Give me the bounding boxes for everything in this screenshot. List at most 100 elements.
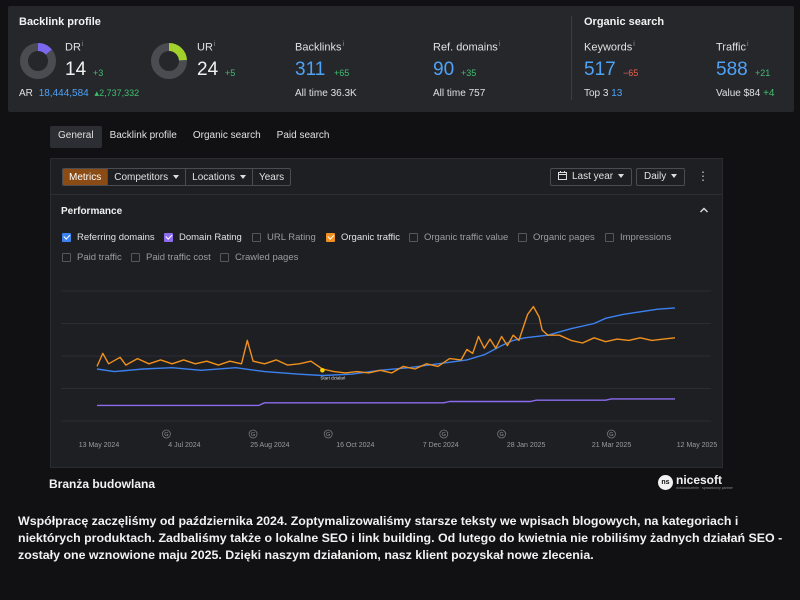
checkbox-paid-traffic[interactable]: Paid traffic [62, 251, 122, 263]
checkbox-empty-icon [220, 252, 229, 262]
stats-panel: Backlink profile Organic search DRi 14 +… [8, 6, 794, 112]
ref-domains-label[interactable]: Ref. domainsi [433, 41, 501, 54]
chevron-up-icon[interactable] [699, 205, 709, 215]
checkbox-url-rating[interactable]: URL Rating [252, 231, 316, 243]
checkbox-paid-traffic-cost[interactable]: Paid traffic cost [131, 251, 211, 263]
backlinks-value[interactable]: 311 [295, 59, 326, 80]
traffic-value[interactable]: 588 [716, 59, 748, 80]
backlinks-delta: +65 [334, 68, 350, 78]
dr-delta: +3 [93, 68, 104, 78]
traffic-value-row: Value $84 +4 [716, 88, 775, 99]
info-icon[interactable]: i [81, 41, 84, 48]
checkbox-empty-icon [62, 252, 71, 262]
info-icon[interactable]: i [213, 41, 216, 48]
ur-label[interactable]: URi [197, 41, 216, 54]
ar-value: 18,444,584 [38, 88, 89, 99]
backlinks-alltime: All time 36.3K [295, 88, 357, 99]
google-update-label: G [442, 432, 446, 438]
keywords-top3: Top 3 13 [584, 88, 623, 99]
years-button[interactable]: Years [258, 172, 285, 183]
traffic-delta: +21 [755, 68, 771, 78]
info-icon[interactable]: i [633, 41, 635, 48]
ref-domains-value[interactable]: 90 [433, 59, 455, 80]
keywords-value[interactable]: 517 [584, 59, 616, 80]
google-update-marker [439, 429, 449, 439]
tab-backlink-profile[interactable]: Backlink profile [109, 130, 177, 141]
organic-search-title: Organic search [584, 16, 665, 28]
x-tick-label: 28 Jan 2025 [507, 442, 546, 449]
traffic-label[interactable]: Traffici [716, 41, 749, 54]
google-update-marker [323, 429, 333, 439]
tab-paid-search[interactable]: Paid search [276, 130, 330, 141]
checkbox-empty-icon [409, 232, 418, 242]
checkbox-organic-pages[interactable]: Organic pages [518, 231, 595, 243]
x-tick-label: 7 Dec 2024 [423, 442, 459, 449]
backlinks-label[interactable]: Backlinksi [295, 41, 345, 54]
performance-title: Performance [61, 206, 123, 217]
checkbox-domain-rating[interactable]: Domain Rating [164, 231, 242, 243]
x-tick-label: 25 Aug 2024 [250, 442, 289, 449]
checkbox-organic-traffic-value[interactable]: Organic traffic value [409, 231, 508, 243]
ur-value: 24 [197, 59, 219, 80]
metrics-button[interactable]: Metrics [63, 169, 109, 185]
locations-dropdown[interactable]: Locations [186, 169, 253, 185]
arrow-up-icon: ▴ [94, 88, 100, 98]
checkbox-checked-icon [164, 232, 173, 242]
checkbox-referring-domains[interactable]: Referring domains [62, 231, 155, 243]
industry-caption: Branża budowlana [49, 477, 156, 491]
interval-dropdown[interactable]: Daily [636, 168, 686, 186]
info-icon[interactable]: i [342, 41, 345, 48]
google-update-label: G [609, 432, 613, 438]
google-update-label: G [326, 432, 330, 438]
performance-chart[interactable]: Start działań G G G G G G 13 May 2024 4 Jul 2024… [51, 159, 722, 467]
checkbox-organic-traffic[interactable]: Organic traffic [326, 231, 400, 243]
keywords-delta: −65 [623, 68, 639, 78]
chevron-down-icon [671, 174, 678, 179]
chevron-down-icon [618, 174, 625, 179]
checkbox-crawled-pages[interactable]: Crawled pages [220, 251, 298, 263]
google-update-marker [248, 429, 258, 439]
chevron-down-icon [173, 175, 180, 180]
tab-general[interactable]: General [50, 126, 102, 148]
chevron-down-icon [239, 175, 246, 180]
annotation-label: Start działań [320, 375, 346, 380]
logo-mark: ns [658, 475, 673, 490]
ar-label: AR [19, 88, 33, 99]
x-tick-label: 16 Oct 2024 [336, 442, 374, 449]
checkbox-empty-icon [131, 252, 140, 262]
period-dropdown[interactable]: Last year [550, 168, 633, 186]
case-description: Współpracę zaczęliśmy od października 20… [18, 514, 783, 562]
x-tick-label: 12 May 2025 [677, 442, 718, 449]
report-tabs: General Backlink profile Organic search … [50, 126, 337, 148]
checkbox-impressions[interactable]: Impressions [605, 231, 671, 243]
calendar-icon [558, 171, 567, 180]
google-update-marker [607, 429, 616, 439]
competitors-dropdown[interactable]: Competitors [108, 169, 187, 185]
dr-gauge-icon [20, 43, 56, 79]
info-icon[interactable]: i [746, 41, 749, 48]
checkbox-empty-icon [252, 232, 261, 242]
tab-organic-search[interactable]: Organic search [192, 130, 261, 141]
checkbox-checked-icon [326, 232, 335, 242]
checkbox-checked-icon [62, 232, 71, 242]
x-tick-label: 21 Mar 2025 [592, 442, 631, 449]
keywords-label[interactable]: Keywordsi [584, 41, 635, 54]
annotation-marker [320, 368, 325, 373]
logo-tagline: doświadczenie · sprawdzony partner [676, 486, 733, 490]
google-update-marker [497, 429, 507, 439]
checkbox-empty-icon [518, 232, 527, 242]
view-segmented-control: Metrics Competitors Locations Years [62, 168, 292, 186]
performance-card: Metrics Competitors Locations Years Last… [50, 158, 723, 468]
dr-label[interactable]: DRi [65, 41, 84, 54]
dr-value: 14 [65, 59, 87, 80]
google-update-marker [161, 429, 171, 439]
x-tick-label: 13 May 2024 [79, 442, 120, 449]
checkbox-empty-icon [605, 232, 614, 242]
series-line [96, 307, 676, 377]
logo-name: nicesoft doświadczenie · sprawdzony partn… [676, 473, 733, 490]
info-icon[interactable]: i [498, 41, 501, 48]
google-update-label: G [499, 432, 503, 438]
google-update-label: G [251, 432, 255, 438]
ur-delta: +5 [225, 68, 236, 78]
series-line [96, 305, 676, 374]
